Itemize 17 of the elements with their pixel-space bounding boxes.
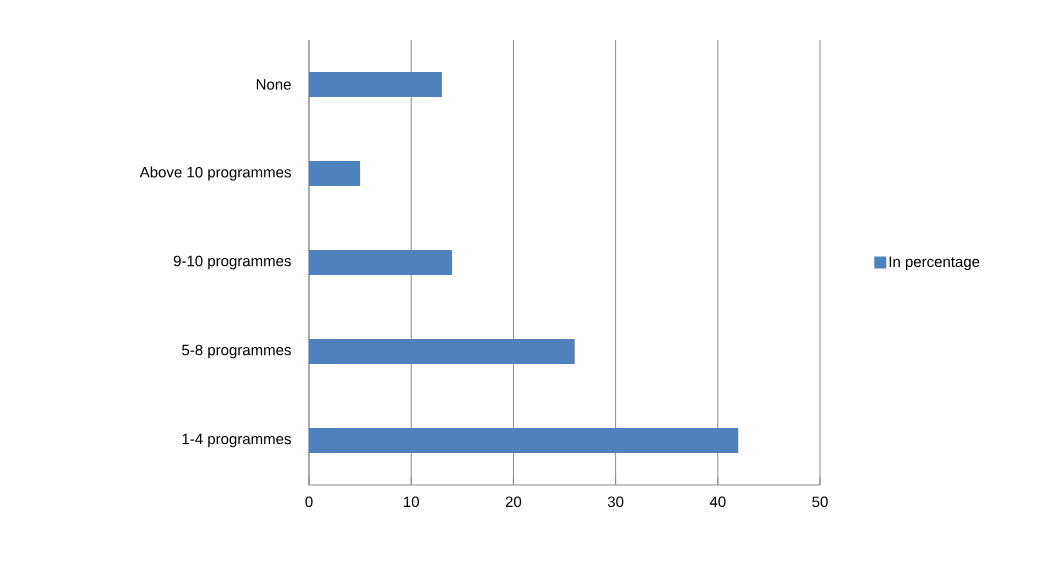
x-tick-label: 0 xyxy=(305,496,313,508)
y-tick-label: 5-8 programmes xyxy=(182,344,291,359)
bar xyxy=(309,427,739,453)
x-tick-label: 50 xyxy=(812,496,828,508)
y-tick-label: Above 10 programmes xyxy=(139,166,291,181)
y-tick-label: 9-10 programmes xyxy=(173,255,291,270)
x-tick-label: 30 xyxy=(607,496,624,508)
y-tick-label: 1-4 programmes xyxy=(182,433,291,448)
x-tick-label: 40 xyxy=(709,496,726,508)
x-tick-label: 20 xyxy=(505,496,522,508)
bar xyxy=(309,160,361,186)
bar xyxy=(309,249,453,275)
bar xyxy=(309,338,575,364)
x-tick-label: 10 xyxy=(404,496,419,508)
legend-label: In percentage xyxy=(889,256,980,271)
bar xyxy=(309,71,442,97)
y-tick-label: None xyxy=(256,79,291,90)
